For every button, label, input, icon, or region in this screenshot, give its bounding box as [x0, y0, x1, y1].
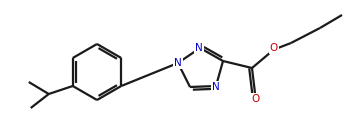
Text: O: O — [252, 94, 260, 104]
Text: N: N — [212, 82, 220, 92]
Text: N: N — [195, 43, 203, 53]
Text: N: N — [174, 58, 182, 68]
Text: O: O — [270, 43, 278, 53]
